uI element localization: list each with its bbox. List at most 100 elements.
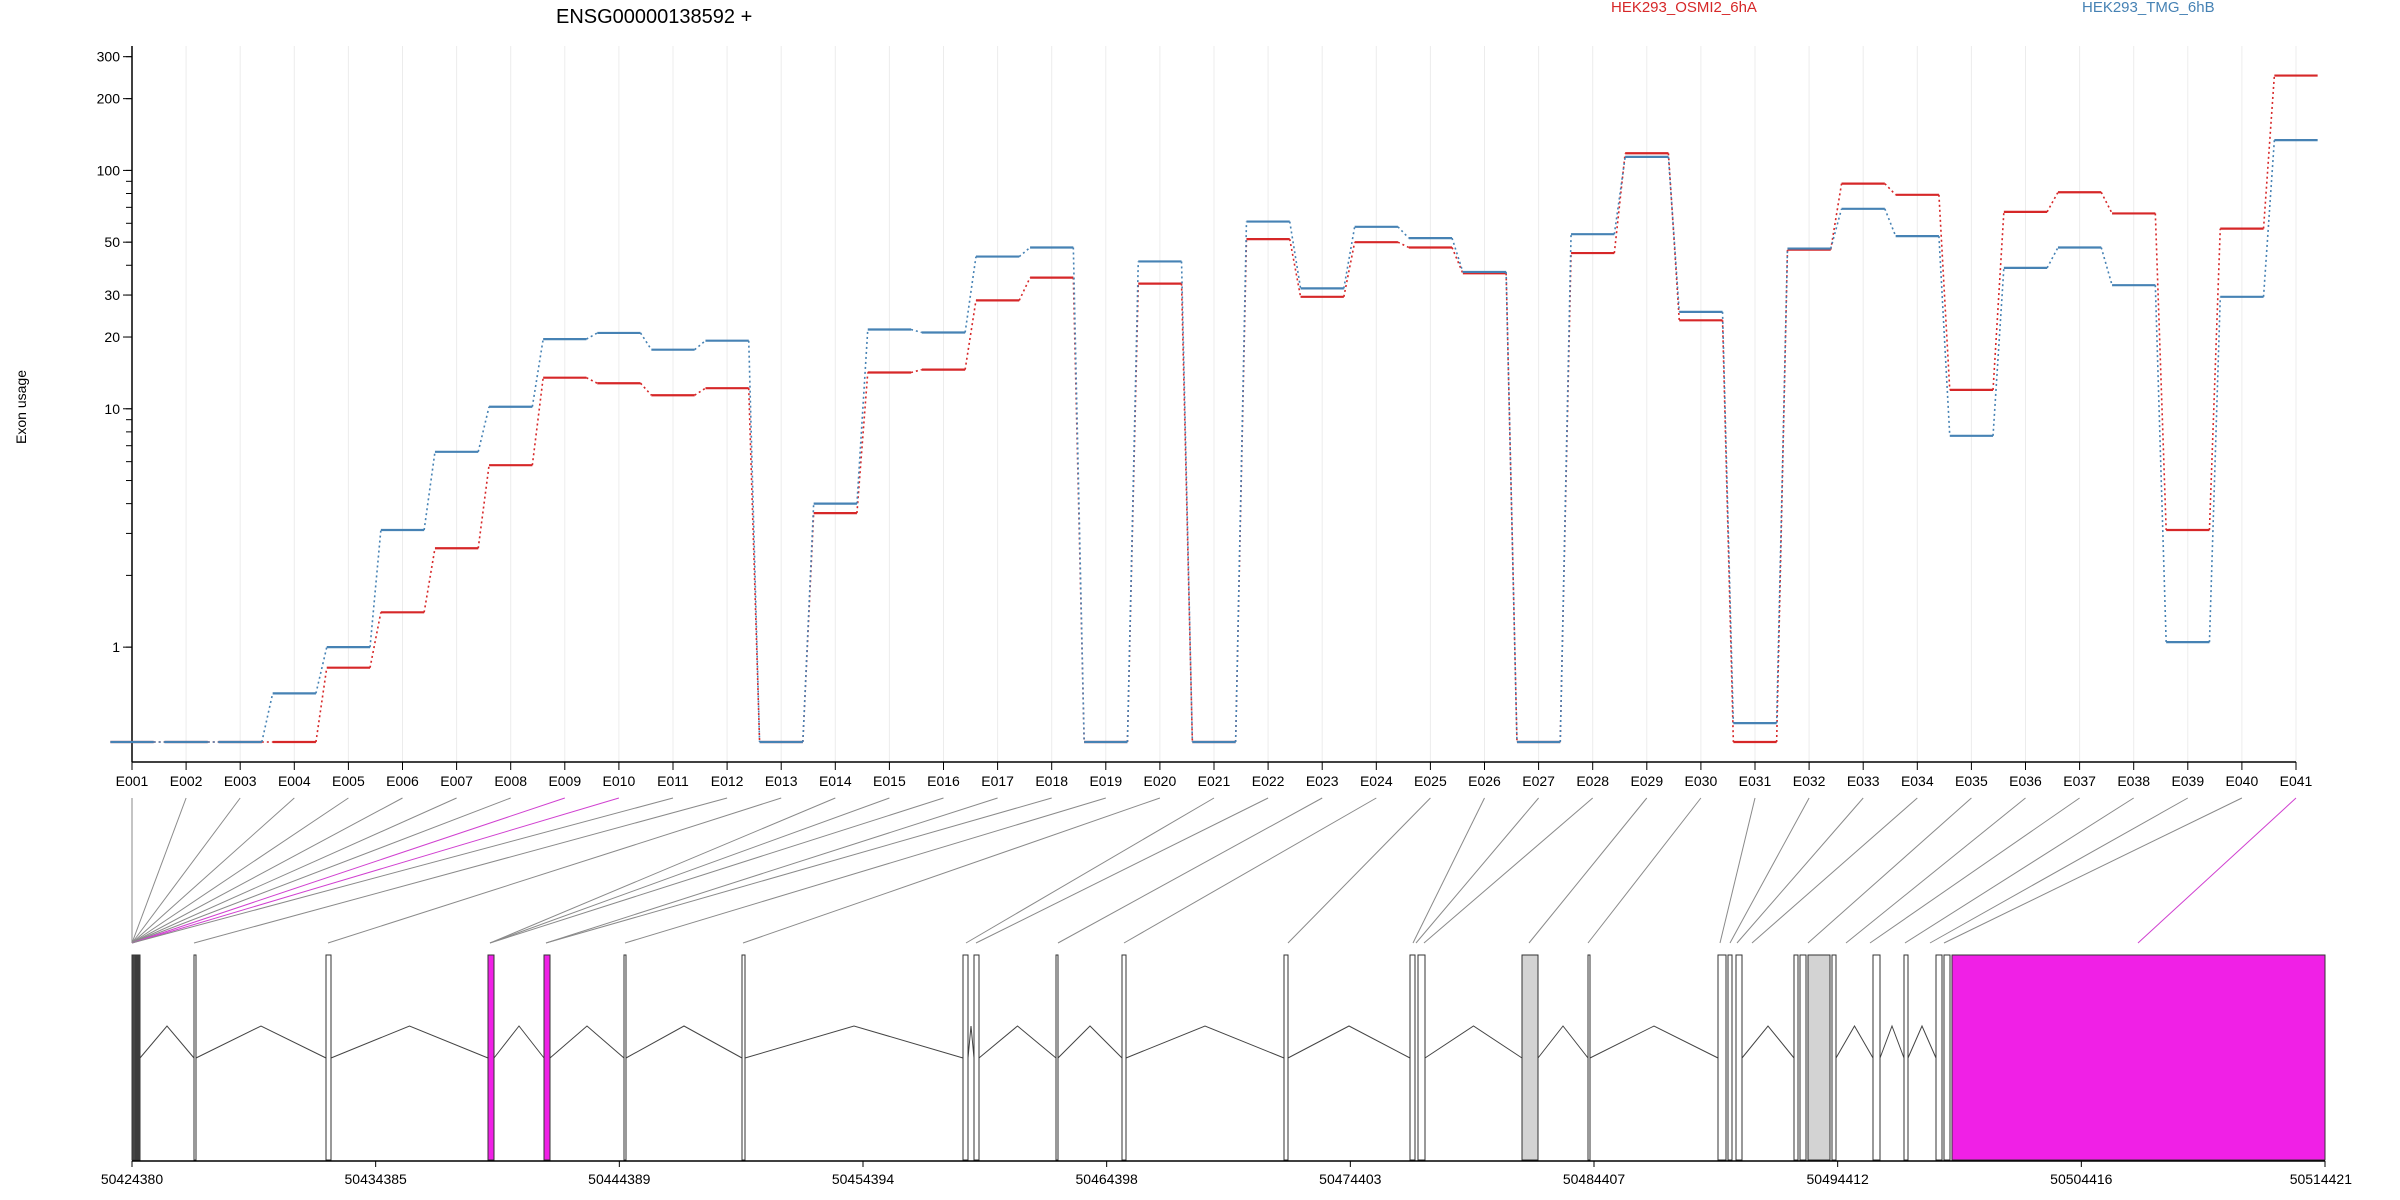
transition-segment	[1829, 183, 1843, 250]
transition-segment	[1018, 246, 1031, 258]
exon-connector	[131, 797, 457, 944]
transition-segment	[2154, 213, 2167, 531]
y-tick-label: 1	[112, 639, 120, 655]
exon-box	[1935, 954, 1943, 1161]
transition-segment	[1721, 311, 1735, 724]
intron-line	[625, 1025, 743, 1059]
exon-connector	[1587, 797, 1702, 944]
transition-segment	[1938, 194, 1951, 390]
x-tick-label: E002	[170, 773, 203, 789]
transition-segment	[694, 387, 706, 396]
transition-segment	[1126, 283, 1140, 743]
exon-connector	[1736, 797, 1864, 944]
transition-segment	[531, 338, 544, 407]
x-tick-label: E015	[873, 773, 906, 789]
intron-line	[493, 1025, 545, 1059]
transition-segment	[1343, 242, 1356, 297]
gene-model	[131, 954, 2326, 1161]
exon-connector	[1528, 797, 1648, 944]
transition-segment	[802, 503, 815, 743]
x-axis-ticks: E001 E002 E003 E004 E005 E006 E007 E008 E009 E010…	[116, 762, 2313, 789]
transition-segment	[261, 693, 274, 743]
x-tick-label: E035	[1955, 773, 1988, 789]
x-tick-label: E026	[1468, 773, 1501, 789]
transition-segment	[2046, 191, 2059, 213]
transition-segment	[315, 667, 328, 743]
transition-segment	[1343, 226, 1356, 289]
exon-connector	[131, 797, 349, 944]
exon-connector	[1845, 797, 2026, 944]
exon-connector	[131, 797, 511, 944]
exon-connector	[1904, 797, 2134, 944]
x-tick-label: E029	[1630, 773, 1663, 789]
transition-segment	[531, 377, 544, 466]
y-tick-label: 30	[104, 287, 120, 303]
exon-connector	[131, 797, 620, 944]
y-axis-label: Exon usage	[13, 370, 29, 444]
exon-connector	[131, 797, 241, 944]
exon-box	[1587, 954, 1591, 1161]
x-tick-label: E004	[278, 773, 311, 789]
transition-segment	[856, 329, 869, 504]
transition-segment	[477, 465, 490, 549]
x-tick-label: E034	[1901, 773, 1934, 789]
x-tick-label: E021	[1198, 773, 1231, 789]
intron-line	[195, 1025, 327, 1059]
y-tick-label: 10	[104, 401, 120, 417]
transition-segment	[1667, 156, 1681, 312]
transition-segment	[1829, 208, 1843, 249]
intron-line	[1589, 1025, 1719, 1059]
exon-connector	[489, 797, 944, 944]
exon-connector	[1807, 797, 1972, 944]
transition-segment	[910, 368, 923, 374]
transition-segment	[1180, 261, 1194, 743]
coord-label: 50444389	[588, 1171, 651, 1187]
intron-line	[1125, 1025, 1285, 1059]
exon-box	[543, 954, 551, 1161]
exon-connector	[545, 797, 1052, 944]
legend-entry-osmi2: HEK293_OSMI2_6hA	[1611, 0, 1757, 16]
intron-line	[1741, 1025, 1795, 1059]
exon-box	[1717, 954, 1727, 1161]
exon-box	[1121, 954, 1127, 1161]
transition-segment	[1451, 237, 1464, 273]
coord-label: 50474403	[1319, 1171, 1382, 1187]
exon-box	[973, 954, 980, 1161]
intron-line	[978, 1025, 1057, 1059]
x-tick-label: E013	[765, 773, 798, 789]
exon-connector	[1729, 797, 1810, 944]
exon-connector	[131, 797, 674, 944]
transition-segment	[1992, 267, 2005, 436]
y-tick-label: 100	[97, 162, 121, 178]
transition-segment	[1721, 320, 1735, 743]
exon-connector	[1123, 797, 1377, 944]
intron-line	[1537, 1025, 1589, 1059]
coord-label: 50424380	[101, 1171, 164, 1187]
exon-connector	[131, 797, 403, 944]
transition-segment	[1288, 238, 1302, 297]
exon-connector	[545, 797, 998, 944]
x-tick-label: E033	[1847, 773, 1880, 789]
transition-segment	[747, 388, 761, 743]
transition-segment	[2100, 191, 2113, 214]
y-tick-label: 50	[104, 234, 120, 250]
transition-segment	[1559, 234, 1572, 743]
y-axis-ticks: 1 10 20 30 50 100 200 300	[97, 49, 132, 655]
x-tick-label: E030	[1685, 773, 1718, 789]
exon-connector	[131, 797, 187, 944]
transition-segment	[1180, 283, 1194, 743]
x-tick-label: E011	[657, 773, 689, 789]
x-tick-label: E001	[116, 773, 149, 789]
transition-segment	[1451, 247, 1464, 274]
x-tick-label: E018	[1035, 773, 1068, 789]
exon-connector	[131, 797, 565, 944]
exon-connector	[1943, 797, 2243, 944]
x-tick-label: E025	[1414, 773, 1447, 789]
vertical-grid	[131, 46, 2297, 762]
x-tick-label: E038	[2117, 773, 2150, 789]
x-tick-label: E032	[1793, 773, 1826, 789]
coord-label: 50434385	[345, 1171, 408, 1187]
x-tick-label: E012	[711, 773, 744, 789]
x-tick-label: E028	[1576, 773, 1609, 789]
intron-line	[744, 1025, 964, 1059]
